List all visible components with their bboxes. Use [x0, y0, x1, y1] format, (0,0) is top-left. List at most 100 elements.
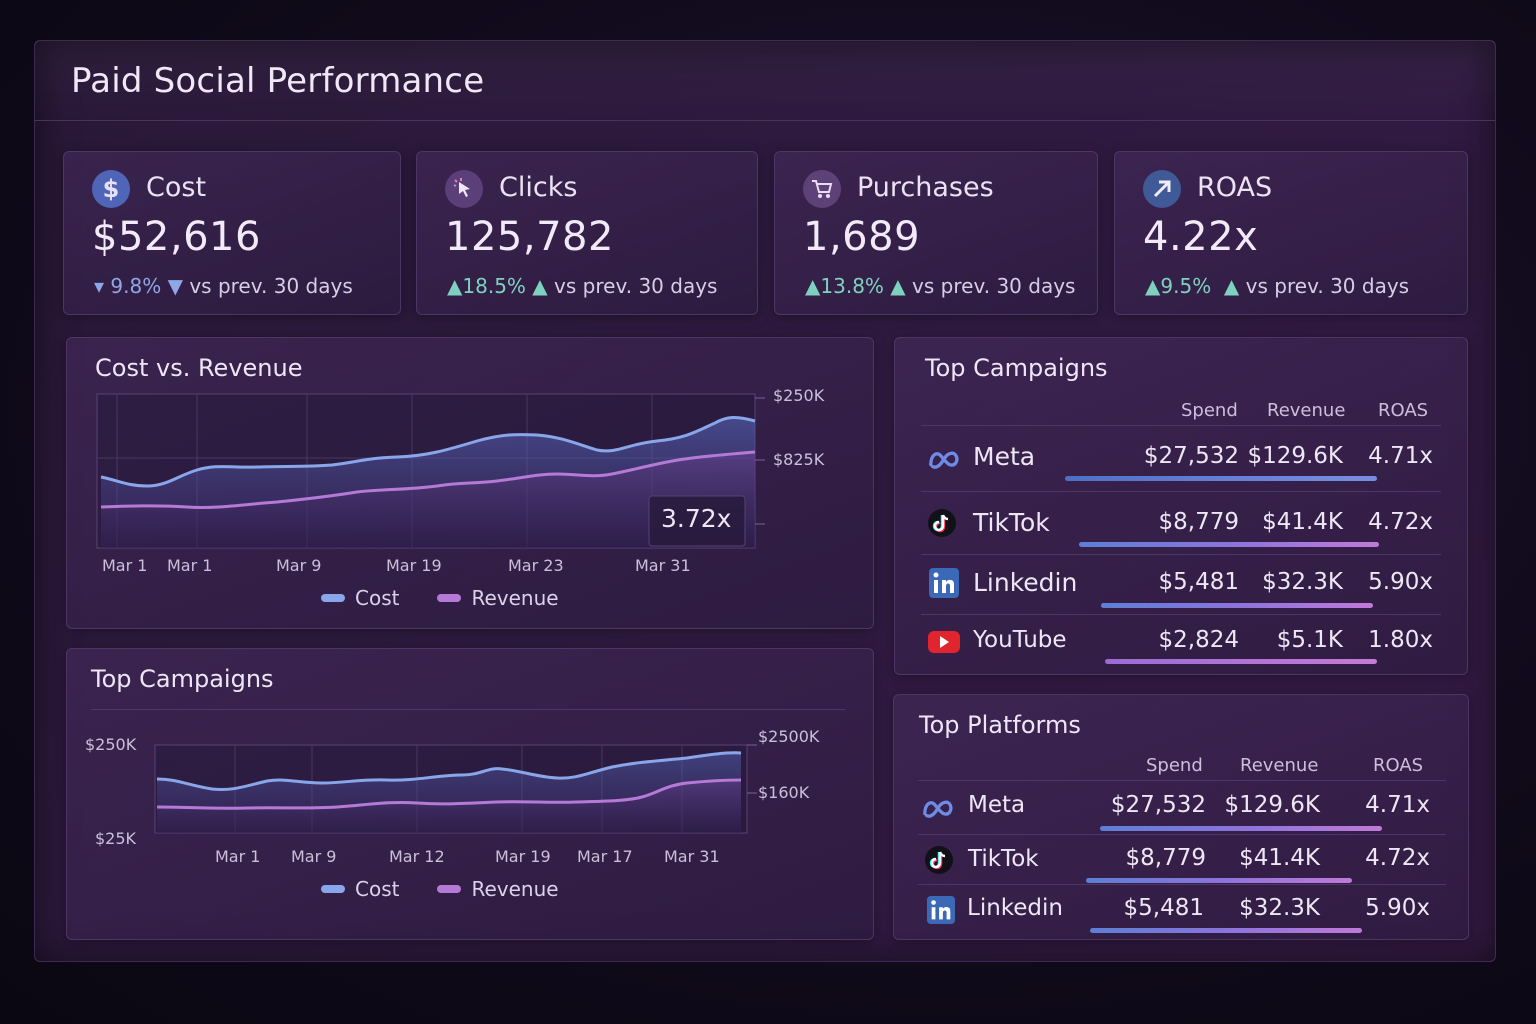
spend-cell: $5,481	[1158, 569, 1239, 595]
spend-cell: $8,779	[1125, 845, 1206, 871]
x-axis-label: Mar 9	[276, 556, 322, 575]
revenue-cell: $32.3K	[1262, 569, 1343, 595]
cost-line	[156, 751, 742, 791]
revenue-line	[100, 450, 756, 509]
tiktok-icon	[925, 508, 959, 538]
panel-title: Top Campaigns	[925, 354, 1108, 382]
column-header[interactable]: Revenue	[1240, 755, 1319, 776]
y-axis-label: $2500K	[758, 727, 820, 746]
legend-swatch-cost	[321, 594, 345, 602]
top-campaigns-table-panel: Top Campaigns Spend Revenue ROAS Meta $2…	[894, 337, 1468, 675]
x-axis-label: Mar 17	[577, 847, 633, 866]
revenue-cell: $5.1K	[1276, 627, 1343, 653]
kpi-card-roas[interactable]: ROAS 4.22x ▲9.5% ▲ vs prev. 30 days	[1114, 151, 1468, 315]
roas-cell: 4.72x	[1365, 845, 1430, 871]
y-axis-label: $825K	[773, 450, 825, 469]
spend-bar	[1101, 603, 1373, 608]
roas-cell: 4.71x	[1365, 792, 1430, 818]
cost-revenue-panel: Cost vs. Revenue	[66, 337, 874, 629]
top-platforms-table-panel: Top Platforms Spend Revenue ROAS Meta $2…	[893, 694, 1469, 940]
panel-title: Top Platforms	[919, 711, 1081, 739]
spend-bar	[1105, 659, 1377, 664]
y-axis-ticks	[747, 744, 757, 794]
spend-bar	[1065, 476, 1377, 481]
roas-cell: 4.72x	[1368, 509, 1433, 535]
divider	[921, 614, 1441, 615]
kpi-value: 125,782	[445, 214, 614, 260]
cost-line	[100, 416, 756, 488]
dollar-icon: $	[92, 170, 130, 208]
divider	[918, 780, 1446, 781]
revenue-cell: $129.6K	[1247, 443, 1343, 469]
x-axis-label: Mar 19	[386, 556, 442, 575]
kpi-card-purchases[interactable]: Purchases 1,689 ▲13.8% ▲ vs prev. 30 day…	[774, 151, 1098, 315]
x-axis-label: Mar 12	[389, 847, 445, 866]
spend-cell: $5,481	[1123, 895, 1204, 921]
x-axis-label: Mar 1	[102, 556, 148, 575]
revenue-cell: $32.3K	[1239, 895, 1320, 921]
triangle-down-icon: ▾	[94, 274, 105, 298]
kpi-card-clicks[interactable]: Clicks 125,782 ▲18.5% ▲ vs prev. 30 days	[416, 151, 758, 315]
triangle-up-icon: ▲	[532, 274, 548, 298]
youtube-icon	[927, 627, 961, 657]
triangle-up-icon: ▲	[890, 274, 906, 298]
cursor-click-icon	[445, 170, 483, 208]
revenue-line	[156, 778, 742, 810]
chart-legend[interactable]: Cost Revenue	[321, 877, 559, 901]
spend-cell: $27,532	[1110, 792, 1206, 818]
cost-revenue-chart[interactable]	[67, 338, 875, 630]
kpi-value: $52,616	[92, 214, 261, 260]
divider	[921, 554, 1441, 555]
kpi-label: Clicks	[499, 172, 578, 203]
dashboard-header: Paid Social Performance	[35, 41, 1495, 121]
column-header[interactable]: Revenue	[1267, 400, 1346, 421]
column-header[interactable]: Spend	[1181, 400, 1238, 421]
kpi-label: ROAS	[1197, 172, 1273, 203]
y-axis-label: $160K	[758, 783, 810, 802]
platform-name: Meta	[973, 442, 1036, 471]
revenue-area	[157, 780, 741, 833]
y-axis-label: $250K	[85, 735, 137, 754]
chart-legend[interactable]: Cost Revenue	[321, 586, 559, 610]
legend-swatch-revenue	[437, 885, 462, 893]
divider	[91, 709, 845, 710]
legend-swatch-revenue	[437, 594, 462, 602]
triangle-up-icon: ▲	[805, 274, 821, 298]
kpi-card-cost[interactable]: $ Cost $52,616 ▾ 9.8% ▼ vs prev. 30 days	[63, 151, 401, 315]
revenue-cell: $129.6K	[1224, 792, 1320, 818]
linkedin-icon	[924, 895, 958, 925]
column-header[interactable]: Spend	[1146, 755, 1203, 776]
x-axis-label: Mar 1	[215, 847, 261, 866]
roas-cell: 1.80x	[1368, 627, 1433, 653]
kpi-delta: ▲18.5% ▲ vs prev. 30 days	[447, 274, 718, 298]
spend-cell: $27,532	[1143, 443, 1239, 469]
spend-bar	[1100, 826, 1382, 831]
kpi-value: 1,689	[803, 214, 921, 260]
divider	[921, 491, 1441, 492]
triangle-up-icon: ▲	[447, 274, 463, 298]
column-header[interactable]: ROAS	[1378, 400, 1429, 421]
kpi-label: Cost	[146, 172, 207, 203]
spend-cell: $2,824	[1158, 627, 1239, 653]
spend-bar	[1090, 928, 1362, 933]
triangle-down-icon: ▼	[167, 274, 183, 298]
roas-badge-box	[648, 495, 746, 547]
x-axis-label: Mar 31	[664, 847, 720, 866]
meta-icon	[921, 793, 955, 823]
roas-cell: 5.90x	[1365, 895, 1430, 921]
arrow-up-right-icon	[1143, 170, 1181, 208]
revenue-cell: $41.4K	[1239, 845, 1320, 871]
page-title: Paid Social Performance	[71, 61, 485, 101]
divider	[918, 834, 1446, 835]
spend-bar	[1086, 878, 1352, 883]
x-axis-label: Mar 9	[291, 847, 337, 866]
panel-title: Top Campaigns	[91, 665, 274, 693]
cart-icon	[803, 170, 841, 208]
x-axis-label: Mar 23	[508, 556, 564, 575]
spend-bar	[1079, 542, 1379, 547]
x-axis-label: Mar 19	[495, 847, 551, 866]
platform-name: YouTube	[973, 627, 1067, 653]
column-header[interactable]: ROAS	[1373, 755, 1424, 776]
platform-name: TikTok	[968, 846, 1039, 872]
top-campaigns-chart[interactable]	[67, 649, 875, 941]
